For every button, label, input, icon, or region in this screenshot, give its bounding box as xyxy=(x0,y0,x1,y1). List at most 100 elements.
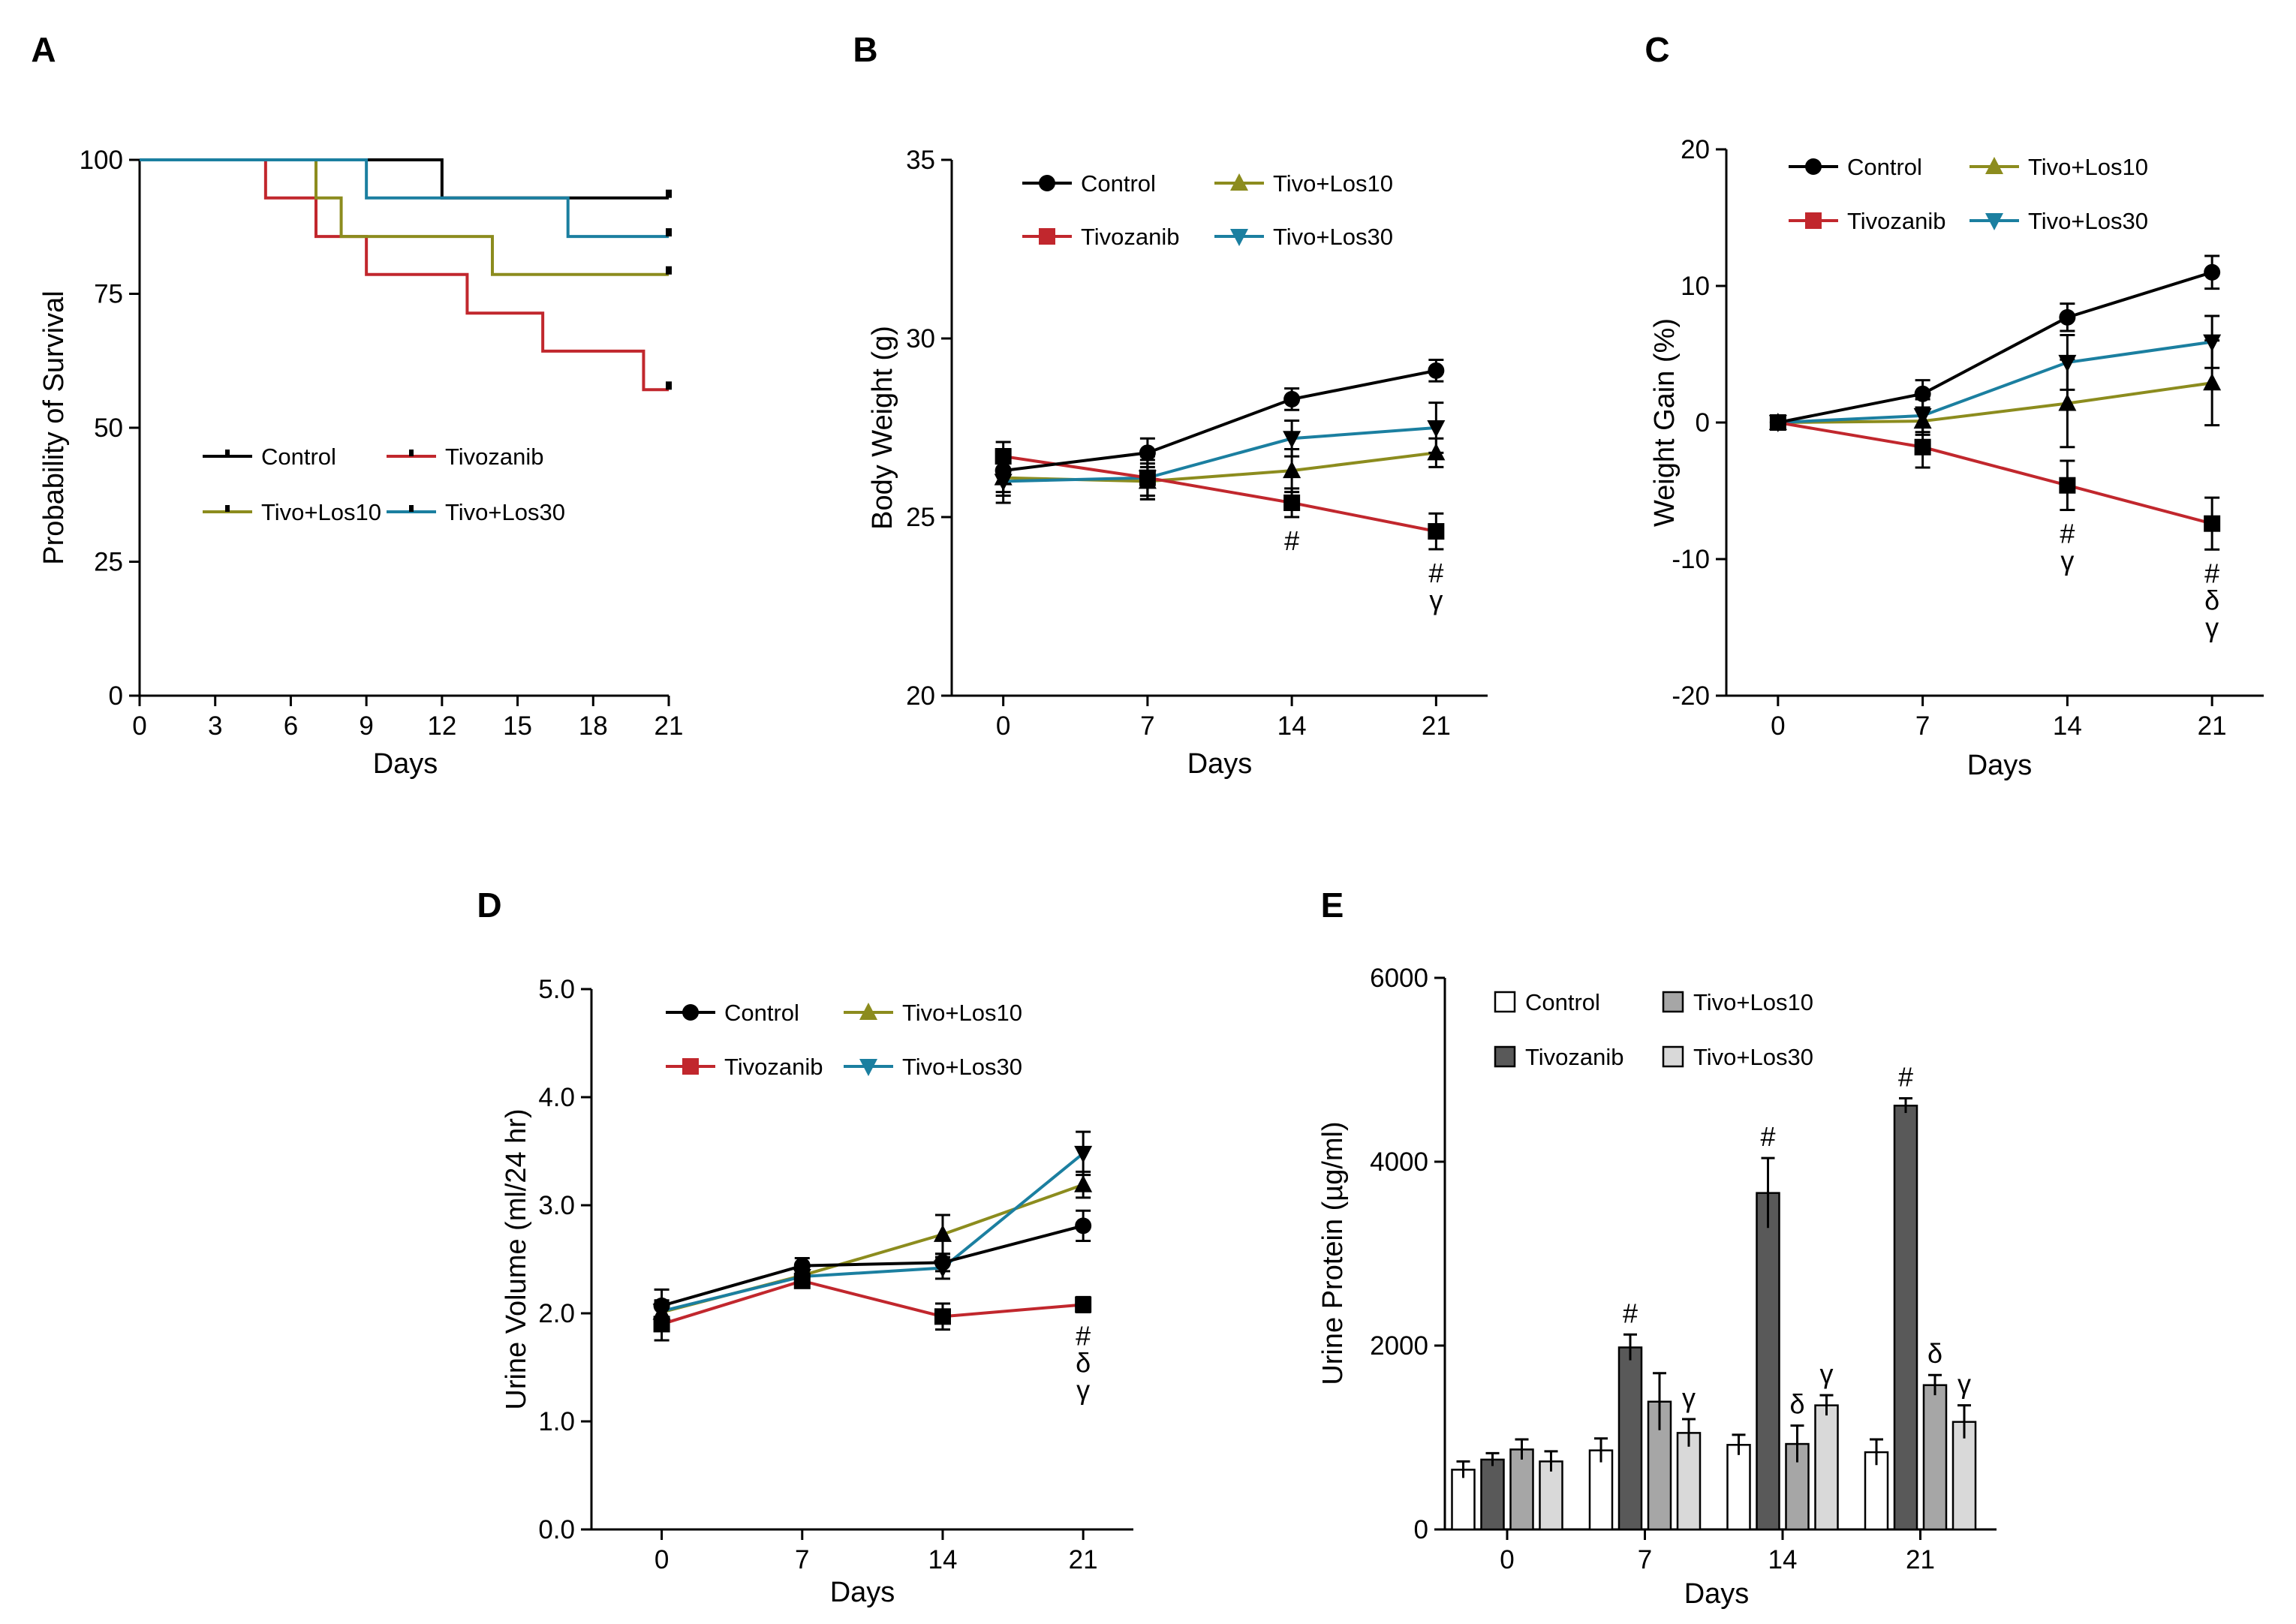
legend-item-tivozanib: Tivozanib xyxy=(387,444,544,470)
series-line xyxy=(1777,340,2213,424)
x-axis-label: Days xyxy=(1187,748,1253,780)
legend-marker xyxy=(1230,229,1248,246)
bar xyxy=(1480,1458,1505,1531)
data-point xyxy=(1769,414,1786,431)
data-point xyxy=(1914,385,1931,402)
data-point xyxy=(2203,334,2222,352)
x-tick-label: 9 xyxy=(359,711,373,741)
survival-curve-tivo-los30 xyxy=(140,158,669,239)
y-tick-label: -20 xyxy=(1672,681,1710,711)
legend-censor-mark xyxy=(225,450,230,456)
bar xyxy=(1676,1432,1702,1531)
data-point xyxy=(933,1224,952,1242)
legend-label: Tivozanib xyxy=(1081,224,1180,250)
x-tick-label: 0 xyxy=(1771,711,1785,741)
significance-mark: # xyxy=(1760,1121,1775,1152)
y-tick-label: 30 xyxy=(906,324,935,353)
legend-label: Control xyxy=(724,1000,799,1026)
legend-swatch xyxy=(1494,1045,1516,1068)
y-tick-label: 2.0 xyxy=(538,1299,575,1328)
significance-mark: γ xyxy=(1957,1369,1971,1400)
data-point xyxy=(1139,469,1156,486)
data-point xyxy=(2204,515,2221,532)
legend-marker xyxy=(859,1003,877,1020)
data-point xyxy=(2058,354,2077,372)
x-tick-label: 0 xyxy=(132,711,146,741)
data-point xyxy=(1139,444,1156,462)
legend-censor-mark xyxy=(225,505,230,512)
significance-mark: γ xyxy=(1682,1382,1696,1413)
panel-letter: C xyxy=(1645,30,1669,69)
data-point xyxy=(653,1316,670,1333)
legend-label: Tivo+Los10 xyxy=(261,499,381,525)
panel-d: D 0.0 1.0 2.0 3.0 4.0 5.0 0 7 14 21 Days Urine Volum… xyxy=(477,886,1133,1608)
series-tivozanib xyxy=(653,1272,1092,1342)
data-point xyxy=(1914,438,1931,456)
legend-label: Control xyxy=(1847,154,1922,180)
x-tick-label: 21 xyxy=(654,711,684,741)
x-tick-label: 7 xyxy=(795,1545,809,1574)
legend-item-tivozanib: Tivozanib xyxy=(1022,224,1180,250)
x-tick-label: 7 xyxy=(1140,711,1154,741)
x-tick-label: 7 xyxy=(1638,1545,1652,1574)
legend-label: Control xyxy=(1525,989,1600,1015)
panel-e: E 0 2000 4000 6000 0 7 14 21 Days Urine Protein (µ… xyxy=(1317,886,1997,1610)
legend-item-control: Control xyxy=(203,444,336,470)
significance-mark: # xyxy=(1623,1298,1638,1328)
legend-label: Tivo+Los30 xyxy=(902,1054,1022,1080)
bar xyxy=(1588,1449,1614,1531)
y-tick-label: 1.0 xyxy=(538,1407,575,1436)
legend-label: Control xyxy=(1081,170,1156,197)
legend-item-tivozanib: Tivozanib xyxy=(1789,208,1946,234)
series-line xyxy=(1003,455,1437,534)
significance-mark: # xyxy=(1898,1061,1913,1092)
bar xyxy=(1951,1421,1977,1531)
data-point xyxy=(1427,420,1446,438)
bar-series-control xyxy=(1451,1433,1889,1531)
legend-marker xyxy=(1039,228,1055,245)
x-tick-label: 0 xyxy=(1500,1545,1514,1574)
legend-label: Tivozanib xyxy=(1525,1044,1624,1070)
data-point xyxy=(1283,390,1301,408)
data-point xyxy=(793,1257,811,1274)
x-tick-label: 0 xyxy=(654,1545,669,1574)
legend-label: Tivo+Los10 xyxy=(1273,170,1393,197)
series-line xyxy=(1003,368,1437,473)
legend-label: Tivo+Los10 xyxy=(1693,989,1813,1015)
panel-letter: A xyxy=(31,30,56,69)
bar xyxy=(1893,1105,1918,1531)
significance-mark: γ xyxy=(2205,612,2219,642)
legend-item-tivozanib: Tivozanib xyxy=(666,1054,823,1080)
data-point xyxy=(934,1254,951,1271)
significance-mark: # xyxy=(2204,558,2219,588)
legend-marker xyxy=(859,1059,877,1076)
y-tick-label: 20 xyxy=(1681,135,1710,164)
significance-mark: γ xyxy=(2060,545,2074,576)
legend-item-tivo-los10: Tivo+Los10 xyxy=(1662,989,1813,1015)
data-point xyxy=(1428,362,1445,379)
legend-marker xyxy=(1985,213,2003,230)
x-tick-label: 14 xyxy=(1768,1545,1798,1574)
x-tick-label: 0 xyxy=(996,711,1010,741)
series-tivo-los30 xyxy=(994,401,1446,504)
legend-label: Tivozanib xyxy=(724,1054,823,1080)
y-tick-label: 75 xyxy=(94,280,123,309)
y-tick-label: 6000 xyxy=(1370,964,1428,993)
legend-label: Tivozanib xyxy=(1847,208,1946,234)
y-axis-label: Urine Volume (ml/24 hr) xyxy=(501,1108,532,1409)
significance-mark: δ xyxy=(1076,1348,1091,1379)
legend-item-tivo-los10: Tivo+Los10 xyxy=(1214,170,1393,197)
x-tick-label: 21 xyxy=(1422,711,1451,741)
y-tick-label: 25 xyxy=(94,548,123,577)
y-tick-label: 10 xyxy=(1681,272,1710,301)
legend-item-tivo-los30: Tivo+Los30 xyxy=(844,1054,1022,1080)
legend-marker xyxy=(1805,212,1822,229)
series-tivozanib xyxy=(1769,414,2221,551)
legend-label: Tivo+Los10 xyxy=(2028,154,2148,180)
survival-curve-tivo-los10 xyxy=(140,158,669,276)
y-tick-label: 0 xyxy=(109,681,123,711)
x-tick-label: 18 xyxy=(579,711,608,741)
survival-curve-tivozanib xyxy=(140,158,669,392)
series-line xyxy=(661,1224,1084,1307)
